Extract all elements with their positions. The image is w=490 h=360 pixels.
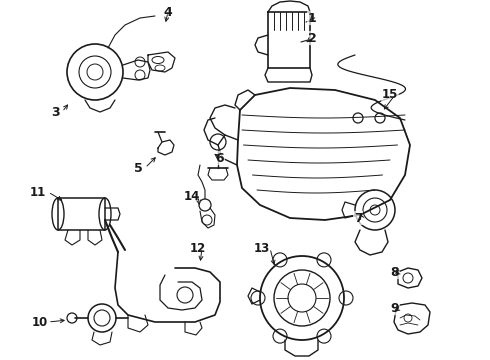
Text: 9: 9 xyxy=(391,302,399,315)
Text: 7: 7 xyxy=(354,211,363,225)
Text: 5: 5 xyxy=(134,162,143,175)
Text: 6: 6 xyxy=(216,152,224,165)
Text: 12: 12 xyxy=(190,242,206,255)
Text: 13: 13 xyxy=(254,242,270,255)
Text: 15: 15 xyxy=(382,89,398,102)
Text: 11: 11 xyxy=(30,185,46,198)
Text: 4: 4 xyxy=(164,5,172,18)
Text: 3: 3 xyxy=(50,105,59,118)
Text: 10: 10 xyxy=(32,315,48,328)
Text: 1: 1 xyxy=(308,12,317,24)
Text: 14: 14 xyxy=(184,189,200,202)
Text: 2: 2 xyxy=(308,31,317,45)
Text: 8: 8 xyxy=(391,266,399,279)
